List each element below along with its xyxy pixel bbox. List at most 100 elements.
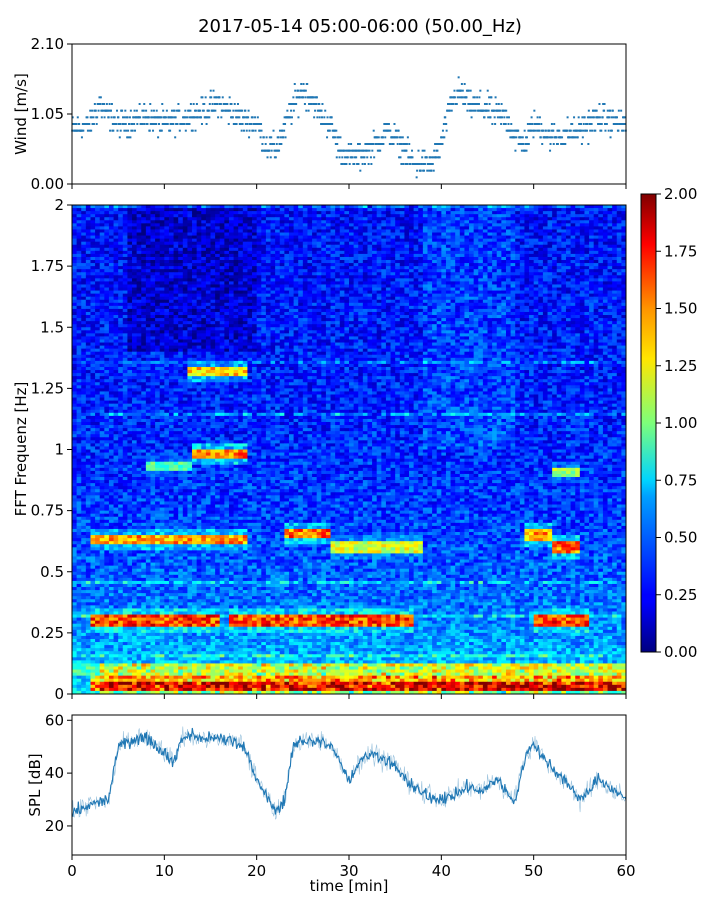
spectrogram-cell — [354, 251, 359, 254]
spectrogram-cell — [132, 291, 137, 294]
spectrogram-cell — [432, 205, 437, 208]
spectrogram-cell — [109, 257, 114, 260]
spectrogram-cell — [340, 275, 345, 278]
spectrogram-cell — [123, 294, 128, 297]
spectrogram-cell — [114, 223, 119, 226]
spectrogram-cell — [215, 294, 220, 297]
spectrogram-cell — [206, 236, 211, 239]
spectrogram-cell — [86, 211, 91, 214]
spectrogram-cell — [123, 272, 128, 275]
wind-point — [570, 130, 572, 132]
spectrogram-cell — [372, 272, 377, 275]
spectrogram-cell — [584, 248, 589, 251]
spectrogram-cell — [104, 251, 109, 254]
spectrogram-cell — [543, 236, 548, 239]
spectrogram-cell — [386, 254, 391, 257]
wind-point — [433, 170, 435, 172]
spectrogram-cell — [529, 294, 534, 297]
spectrogram-cell — [432, 239, 437, 242]
spectrogram-cell — [95, 220, 100, 223]
spectrogram-cell — [520, 251, 525, 254]
spectrogram-cell — [534, 278, 539, 281]
spectrogram-cell — [497, 272, 502, 275]
spectrogram-cell — [77, 251, 82, 254]
spectrogram-cell — [81, 272, 86, 275]
spectrogram-cell — [114, 288, 119, 291]
spectrogram-cell — [603, 245, 608, 248]
spectrogram-cell — [229, 297, 234, 300]
wind-point — [124, 116, 126, 118]
spectrogram-cell — [501, 275, 506, 278]
spectrogram-cell — [423, 251, 428, 254]
spectrogram-cell — [331, 220, 336, 223]
spectrogram-cell — [284, 281, 289, 284]
spectrogram-cell — [557, 214, 562, 217]
spectrogram-cell — [571, 272, 576, 275]
spectrogram-cell — [571, 260, 576, 263]
spectrogram-cell — [183, 269, 188, 272]
spectrogram-cell — [174, 266, 179, 269]
spectrogram-cell — [307, 220, 312, 223]
spectrogram-cell — [307, 260, 312, 263]
wind-point — [286, 110, 288, 112]
spectrogram-cell — [617, 214, 622, 217]
spectrogram-cell — [104, 211, 109, 214]
spectrogram-cell — [192, 300, 197, 303]
spectrogram-cell — [575, 266, 580, 269]
spectrogram-cell — [155, 266, 160, 269]
spectrogram-cell — [515, 217, 520, 220]
spectrogram-cell — [372, 278, 377, 281]
spectrogram-cell — [446, 205, 451, 208]
wind-point — [178, 110, 180, 112]
spectrogram-cell — [414, 214, 419, 217]
spectrogram-cell — [155, 263, 160, 266]
spectrogram-cell — [552, 239, 557, 242]
spectrogram-cell — [335, 272, 340, 275]
spectrogram-cell — [437, 242, 442, 245]
spectrogram-cell — [548, 278, 553, 281]
spectrogram-cell — [317, 294, 322, 297]
spectrogram-cell — [488, 229, 493, 232]
spectrogram-cell — [326, 272, 331, 275]
spectrogram-cell — [478, 288, 483, 291]
spectrogram-cell — [446, 217, 451, 220]
spectrogram-cell — [557, 291, 562, 294]
wind-point — [247, 123, 249, 125]
spectrogram-cell — [215, 266, 220, 269]
spectrogram-cell — [409, 245, 414, 248]
spectrogram-cell — [404, 254, 409, 257]
spectrogram-cell — [201, 226, 206, 229]
spectrogram-cell — [506, 291, 511, 294]
spectrogram-cell — [580, 211, 585, 214]
spectrogram-cell — [280, 211, 285, 214]
spectrogram-cell — [298, 278, 303, 281]
spectrogram-cell — [201, 288, 206, 291]
spectrogram-cell — [483, 251, 488, 254]
spectrogram-cell — [529, 236, 534, 239]
spectrogram-cell — [243, 226, 248, 229]
spectrogram-cell — [451, 266, 456, 269]
spectrogram-cell — [331, 288, 336, 291]
spectrogram-cell — [340, 254, 345, 257]
spectrogram-cell — [303, 266, 308, 269]
spectrogram-cell — [460, 266, 465, 269]
spectrogram-cell — [603, 211, 608, 214]
spectrogram-cell — [238, 254, 243, 257]
spectrogram-cell — [427, 263, 432, 266]
spectrogram-cell — [474, 211, 479, 214]
spectrogram-cell — [409, 211, 414, 214]
spectrogram-cell — [464, 211, 469, 214]
spectrogram-cell — [321, 257, 326, 260]
spectrogram-cell — [118, 263, 123, 266]
spectrogram-cell — [437, 251, 442, 254]
spectrogram-cell — [404, 297, 409, 300]
wind-point — [369, 150, 371, 152]
spectrogram-cell — [160, 260, 165, 263]
wind-point — [280, 136, 282, 138]
spectrogram-cell — [146, 242, 151, 245]
spectrogram-cell — [377, 266, 382, 269]
spectrogram-cell — [187, 242, 192, 245]
spectrogram-cell — [524, 263, 529, 266]
spectrogram-cell — [524, 288, 529, 291]
spectrogram-cell — [155, 220, 160, 223]
